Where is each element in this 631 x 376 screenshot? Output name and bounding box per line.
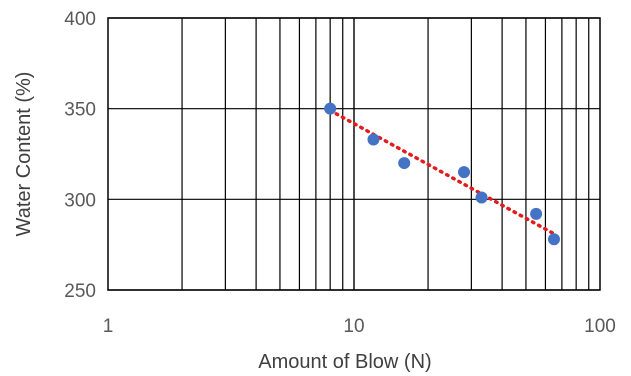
y-tick-label: 400	[64, 9, 96, 30]
data-point	[324, 102, 337, 115]
x-axis-title: Amount of Blow (N)	[258, 351, 431, 373]
x-tick-label: 10	[343, 316, 364, 337]
trendline	[328, 108, 556, 236]
y-tick-label: 300	[64, 190, 96, 211]
data-point	[367, 133, 380, 146]
data-points	[324, 102, 560, 246]
y-tick-label: 350	[64, 100, 96, 121]
x-tick-label: 1	[103, 316, 114, 337]
x-axis-tick-labels: 1 10 100	[103, 316, 616, 337]
trendline-layer	[328, 108, 556, 236]
data-point	[475, 191, 488, 204]
data-point	[530, 207, 543, 220]
grid	[108, 17, 600, 291]
data-point	[458, 166, 471, 179]
data-point	[547, 233, 560, 246]
plot-border	[107, 17, 601, 291]
y-axis-title: Water Content (%)	[13, 72, 35, 237]
data-point	[398, 157, 411, 170]
x-tick-label: 100	[584, 316, 616, 337]
y-axis-tick-labels: 250 300 350 400	[64, 9, 96, 302]
plot-border-layer	[107, 17, 601, 291]
y-tick-label: 250	[64, 281, 96, 302]
